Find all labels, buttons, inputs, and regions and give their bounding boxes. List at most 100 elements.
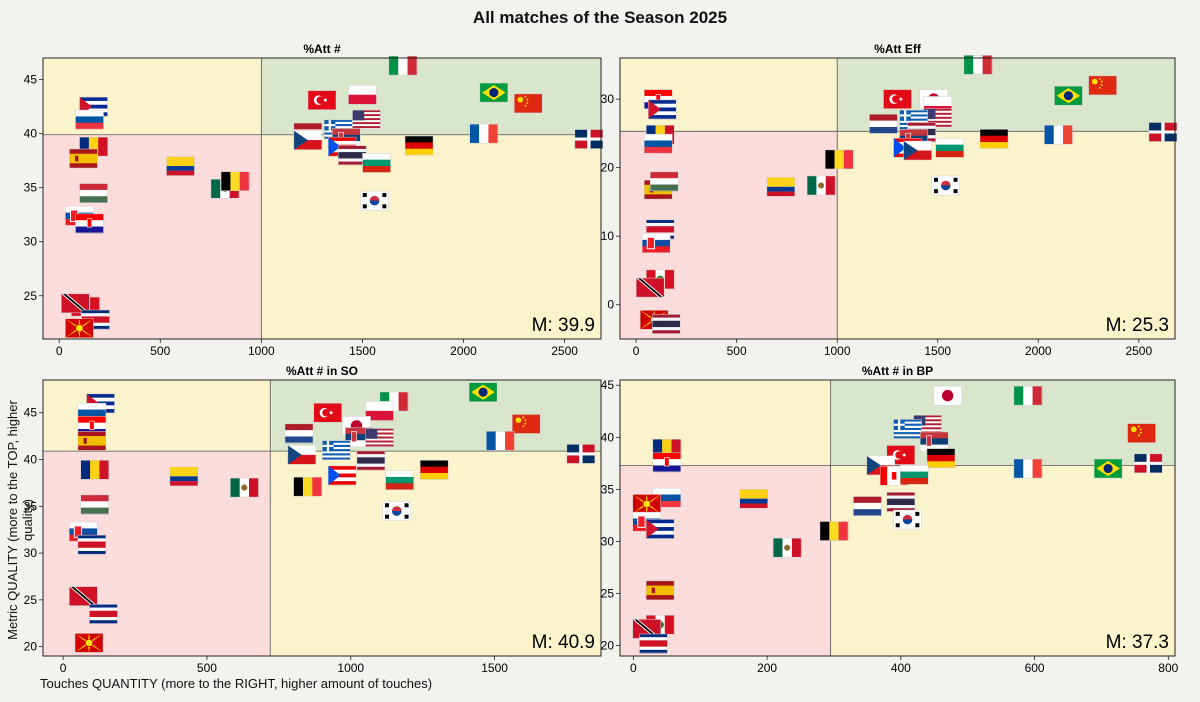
flag-romania [80,460,110,480]
flag-korea [360,190,389,211]
flag-slovenia [643,133,673,154]
y-tick-label: 45 [601,378,615,392]
flag-japan [933,385,962,406]
y-tick-label: 10 [601,229,615,243]
quadrant-bottom-right [270,451,601,656]
median-label: M: 25.3 [1106,315,1169,336]
flag-slovakia [641,233,671,253]
y-axis-label: Metric QUALITY (more to the TOP, higher … [5,400,35,640]
y-tick-label: 25 [24,593,38,607]
quadrant-top-right [830,380,1175,466]
flag-netherlands [853,496,882,516]
figure-title: All matches of the Season 2025 [472,8,728,27]
flag-cuba [645,519,675,539]
chart-panel-2: %Att Eff 0 500 1000 1500 2000 2500 0 10 20 30 M: 25… [601,42,1178,358]
flag-italy [388,55,418,76]
flag-korea [382,501,412,521]
panel-title: %Att # [303,42,341,56]
x-tick-label: 200 [757,661,777,675]
plot-frame [619,379,1176,657]
flag-hungary [80,494,110,515]
x-tick-label: 400 [891,661,911,675]
y-tick-label: 20 [601,639,615,653]
x-tick-label: 2000 [450,344,477,358]
flag-belgium [824,149,854,170]
flag-usa [365,428,394,448]
panel-title: %Att # in SO [286,364,358,378]
y-tick-label: 40 [601,430,615,444]
panel-title: %Att Eff [874,42,922,56]
flag-germany [926,448,956,468]
flag-belgium [819,521,849,541]
flag-trinidad [69,586,98,606]
flag-germany [404,135,434,156]
flag-hungary [79,183,108,203]
flag-trinidad [632,619,661,639]
flag-poland [365,401,394,421]
flag-turkey [313,402,343,423]
flag-north-macedonia [632,494,661,514]
flag-costa-rica [89,604,118,624]
x-tick-label: 2500 [551,344,578,358]
flag-colombia [739,488,768,509]
flag-croatia [75,213,104,234]
flag-cuba [647,99,677,120]
flag-czech [293,130,323,150]
flag-croatia [652,452,682,473]
flag-north-macedonia [65,318,94,338]
flag-trinidad [61,293,90,314]
flag-mexico [772,537,802,558]
flag-spain [645,580,675,601]
flag-mexico [230,477,259,498]
flag-costa-rica [639,633,668,654]
x-tick-label: 1000 [824,344,851,358]
flag-bulgaria [385,470,414,490]
plot-frame [42,57,602,340]
flag-dominican [566,444,596,464]
flag-brazil [468,382,498,402]
x-tick-label: 0 [630,661,637,675]
flag-spain [77,431,107,451]
chart-panel-1: %Att # 0 500 1000 1500 2000 2500 25 30 35 40 45 M: 3… [24,42,604,358]
plot-frame [619,57,1176,340]
y-tick-label: 0 [607,298,614,312]
flag-france [1013,458,1043,479]
x-tick-label: 0 [60,661,67,675]
flag-turkey [883,89,912,109]
flag-belgium [220,171,250,191]
x-tick-label: 2000 [1025,344,1052,358]
flag-brazil [1093,458,1123,479]
flag-netherlands [869,114,898,134]
flag-dominican [574,129,604,149]
x-tick-label: 0 [56,344,63,358]
flag-spain [69,148,98,169]
flag-serbia [920,431,949,452]
flag-china [511,414,541,434]
quadrant-bottom-right [261,134,601,339]
y-tick-label: 35 [24,181,38,195]
flag-belgium [293,476,322,497]
flag-bulgaria [899,465,929,485]
flag-north-macedonia [74,633,104,653]
y-tick-label: 30 [24,235,38,249]
x-tick-label: 0 [633,344,640,358]
flag-germany [979,129,1009,149]
flag-france [1044,125,1073,145]
flag-colombia [166,156,195,176]
flag-china [1088,75,1117,96]
y-tick-label: 30 [601,92,615,106]
flag-germany [419,460,449,480]
x-axis-label: Touches QUANTITY (more to the RIGHT, hig… [40,676,433,691]
y-tick-label: 30 [24,546,38,560]
flag-costa-rica-2 [77,534,107,555]
flag-colombia [766,177,796,197]
quadrant-bottom-right [830,465,1175,656]
flag-colombia [169,466,199,487]
x-tick-label: 1500 [349,344,376,358]
flag-trinidad [635,277,665,298]
x-tick-label: 1500 [924,344,951,358]
quadrant-top-left [620,380,831,466]
chart-panel-3: %Att # in SO 0 500 1000 1500 20 25 30 35 40 45 M: 4… [24,364,602,675]
y-tick-label: 30 [601,534,615,548]
